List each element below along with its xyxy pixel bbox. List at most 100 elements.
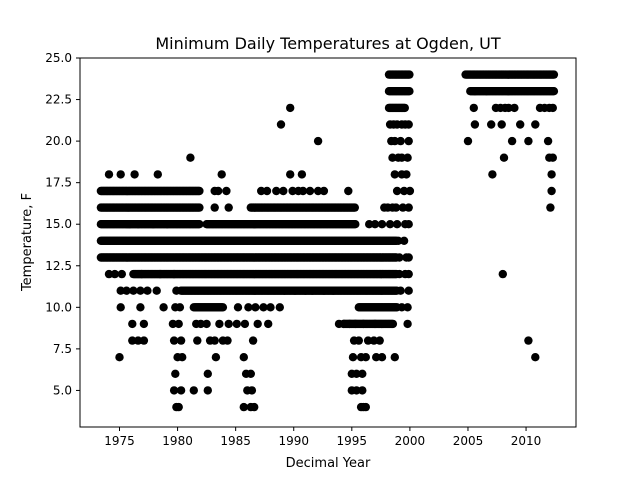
data-point <box>272 186 281 196</box>
data-point <box>352 386 361 395</box>
data-point <box>488 170 497 179</box>
y-tick-label: 5.0 <box>53 383 72 397</box>
y-tick-label: 15.0 <box>45 217 72 231</box>
data-point <box>394 236 403 245</box>
data-point <box>172 286 181 295</box>
data-point <box>169 336 179 345</box>
data-point <box>313 186 323 196</box>
data-point <box>397 153 406 162</box>
data-point <box>548 153 557 162</box>
data-point <box>244 303 253 312</box>
y-tick-label: 12.5 <box>45 259 72 273</box>
y-tick-label: 25.0 <box>45 51 72 65</box>
data-point <box>264 319 273 329</box>
x-axis: 1975 1980 1985 1990 1995 2000 2005 2010 <box>104 427 541 448</box>
data-point <box>363 336 373 345</box>
data-point <box>288 186 297 196</box>
data-point <box>487 120 496 129</box>
data-point <box>352 369 361 378</box>
data-point <box>110 269 120 279</box>
data-point <box>546 203 555 212</box>
data-point <box>246 369 255 378</box>
data-point <box>549 70 559 79</box>
data-point <box>403 153 412 162</box>
data-point <box>136 286 145 295</box>
data-point <box>189 386 198 395</box>
data-point <box>186 153 195 162</box>
data-point <box>276 120 286 129</box>
data-point <box>290 286 300 295</box>
data-point <box>398 203 408 212</box>
data-point <box>297 170 307 179</box>
data-point <box>354 336 363 345</box>
x-axis-label: Decimal Year <box>286 456 371 471</box>
x-tick-label: 1975 <box>104 434 135 448</box>
data-point <box>122 286 131 295</box>
data-point <box>139 336 149 345</box>
data-point <box>350 203 359 212</box>
data-point <box>504 103 513 113</box>
data-point <box>469 103 478 113</box>
data-point <box>128 319 137 329</box>
data-point <box>319 286 329 295</box>
data-point <box>224 203 233 212</box>
data-point <box>392 186 402 196</box>
data-point <box>259 303 268 312</box>
data-point <box>116 286 125 295</box>
data-point <box>279 186 288 196</box>
data-point <box>239 402 248 412</box>
data-point <box>403 319 412 329</box>
data-point <box>365 220 374 229</box>
data-point <box>390 353 399 362</box>
data-point <box>195 186 204 196</box>
chart-title: Minimum Daily Temperatures at Ogden, UT <box>155 34 501 53</box>
data-point <box>498 269 507 279</box>
x-tick-label: 2000 <box>395 434 426 448</box>
data-point <box>222 186 231 196</box>
data-point <box>116 170 125 179</box>
data-point <box>139 319 149 329</box>
data-point <box>155 269 165 279</box>
data-point <box>358 386 367 395</box>
data-point <box>286 170 295 179</box>
y-tick-label: 20.0 <box>45 134 72 148</box>
data-point <box>153 170 162 179</box>
data-point <box>385 220 395 229</box>
data-point <box>358 369 367 378</box>
x-tick-label: 1985 <box>220 434 251 448</box>
data-point <box>507 136 517 146</box>
data-point <box>247 386 257 395</box>
data-point <box>499 153 509 162</box>
data-point <box>370 319 380 329</box>
data-point <box>395 253 404 262</box>
data-point <box>348 353 358 362</box>
data-point <box>369 336 379 345</box>
data-point <box>390 170 399 179</box>
data-point <box>224 319 233 329</box>
data-point <box>329 286 338 295</box>
data-point <box>516 120 525 129</box>
data-point <box>202 319 211 329</box>
data-point <box>162 220 172 229</box>
data-point <box>370 220 380 229</box>
data-point <box>169 269 179 279</box>
data-point <box>351 319 360 329</box>
data-point <box>405 70 414 79</box>
data-point <box>319 186 329 196</box>
data-point <box>143 286 152 295</box>
data-point <box>547 186 556 196</box>
data-point <box>404 269 413 279</box>
data-point <box>240 319 250 329</box>
data-point <box>377 353 387 362</box>
data-point <box>531 120 540 129</box>
data-point <box>210 203 219 212</box>
data-point <box>169 386 179 395</box>
data-point <box>104 170 114 179</box>
data-point <box>404 136 413 146</box>
data-point <box>125 220 135 229</box>
data-point <box>286 103 295 113</box>
data-point <box>195 220 204 229</box>
data-point <box>375 336 384 345</box>
data-point <box>257 186 266 196</box>
